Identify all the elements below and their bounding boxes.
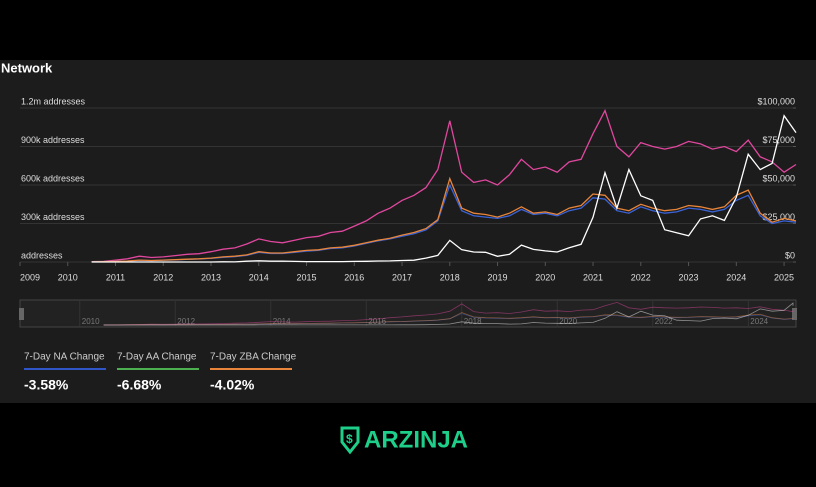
y-tick-label: 300k addresses — [21, 212, 85, 222]
navigator-line — [103, 312, 794, 326]
navigator-tick-label: 2018 — [464, 317, 482, 326]
navigator-tick-label: 2024 — [750, 317, 768, 326]
navigator-line — [103, 302, 794, 326]
x-tick-label: 2020 — [535, 272, 555, 282]
y-tick-label: 1.2m addresses — [21, 96, 86, 106]
y2-tick-label: $75,000 — [762, 135, 795, 145]
x-tick-label: 2018 — [440, 272, 460, 282]
navigator-tick-label: 2022 — [655, 317, 673, 326]
x-tick-label: 2023 — [679, 272, 699, 282]
y-tick-label: 900k addresses — [21, 135, 85, 145]
stat-value: -4.02% — [210, 377, 255, 393]
navigator-tick-label: 2010 — [82, 317, 100, 326]
x-tick-label: 2010 — [58, 272, 78, 282]
navigator-line — [103, 301, 794, 326]
navigator — [19, 299, 797, 328]
navigator-tick-label: 2020 — [559, 317, 577, 326]
stat-label: 7-Day NA Change — [24, 352, 105, 363]
y-tick-label: addresses — [21, 250, 63, 260]
series-line — [91, 114, 797, 263]
x-tick-label: 2011 — [106, 272, 125, 282]
stat-value: -6.68% — [117, 377, 162, 393]
navigator-tick-label: 2012 — [177, 317, 195, 326]
x-tick-label: 2013 — [201, 272, 221, 282]
y2-tick-label: $25,000 — [762, 212, 795, 222]
x-tick-label: 2009 — [20, 272, 40, 282]
y2-tick-label: $50,000 — [762, 173, 795, 183]
series-line — [91, 108, 797, 263]
y-tick-label: 600k addresses — [21, 173, 85, 183]
navigator-handle[interactable] — [19, 308, 24, 320]
panel-title: Network — [1, 60, 53, 75]
stat-label: 7-Day AA Change — [117, 352, 197, 363]
logo-icon-mark: $ — [346, 432, 353, 446]
y2-tick-label: $0 — [785, 250, 795, 260]
logo-text: ARZINJA — [364, 426, 468, 453]
navigator-tick-label: 2016 — [368, 317, 386, 326]
logo: $ ARZINJA — [340, 426, 468, 455]
panel — [0, 60, 816, 403]
stat-value: -3.58% — [24, 377, 69, 393]
x-tick-label: 2017 — [392, 272, 412, 282]
x-tick-label: 2021 — [583, 272, 603, 282]
navigator-handle[interactable] — [792, 308, 797, 320]
stat-label: 7-Day ZBA Change — [210, 352, 297, 363]
x-tick-label: 2015 — [297, 272, 317, 282]
x-tick-label: 2025 — [774, 272, 794, 282]
x-tick-label: 2016 — [344, 272, 364, 282]
x-tick-label: 2014 — [249, 272, 269, 282]
series-line — [91, 176, 797, 263]
x-tick-label: 2022 — [631, 272, 651, 282]
x-tick-label: 2024 — [726, 272, 746, 282]
x-tick-label: 2012 — [153, 272, 173, 282]
y2-tick-label: $100,000 — [757, 96, 795, 106]
logo-icon — [340, 426, 360, 455]
x-tick-label: 2019 — [488, 272, 508, 282]
